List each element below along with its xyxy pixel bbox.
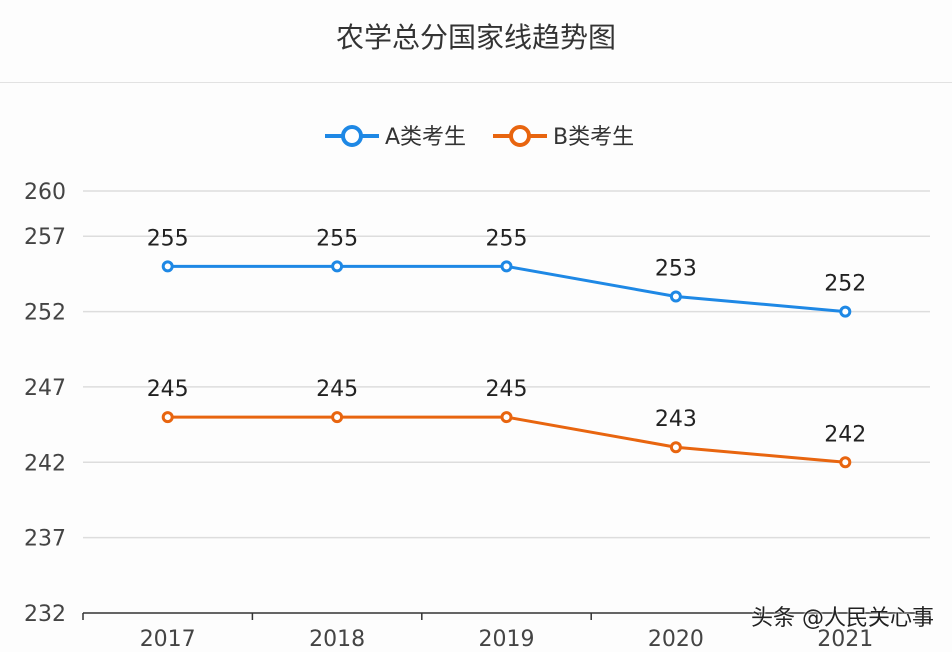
- legend-marker: [341, 125, 363, 147]
- data-point: [669, 441, 682, 454]
- data-point: [839, 305, 852, 318]
- data-point: [331, 411, 344, 424]
- y-tick-label: 257: [24, 225, 66, 250]
- data-label: 255: [316, 226, 358, 251]
- y-tick-label: 242: [24, 451, 66, 476]
- series-line: [167, 415, 846, 464]
- legend-label: B类考生: [553, 125, 634, 150]
- data-label: 255: [147, 226, 189, 251]
- data-point: [669, 290, 682, 303]
- data-point: [161, 411, 174, 424]
- data-label: 252: [824, 272, 866, 297]
- data-label: 245: [316, 377, 358, 402]
- data-point: [500, 411, 513, 424]
- data-label: 242: [824, 422, 866, 447]
- title-divider: [0, 82, 952, 83]
- y-tick-label: 260: [24, 180, 66, 205]
- watermark: 头条 @人民关心事: [751, 606, 934, 631]
- x-tick-label: 2017: [140, 627, 196, 652]
- data-point: [331, 260, 344, 273]
- y-tick-label: 247: [24, 376, 66, 401]
- data-label: 253: [655, 257, 697, 282]
- data-point: [161, 260, 174, 273]
- data-point: [500, 260, 513, 273]
- data-point: [839, 456, 852, 469]
- x-tick-label: 2018: [309, 627, 365, 652]
- data-label: 243: [655, 407, 697, 432]
- x-tick-label: 2019: [479, 627, 535, 652]
- x-tick-label: 2020: [648, 627, 704, 652]
- y-tick-label: 252: [24, 301, 66, 326]
- legend-marker: [509, 125, 531, 147]
- chart-title: 农学总分国家线趋势图: [335, 21, 616, 54]
- x-tick-label: 2021: [817, 627, 873, 652]
- series-line: [167, 264, 846, 314]
- y-tick-label: 232: [24, 602, 66, 627]
- y-tick-label: 237: [24, 527, 66, 552]
- data-label: 245: [147, 377, 189, 402]
- legend-label: A类考生: [385, 125, 466, 150]
- data-label: 255: [486, 226, 528, 251]
- data-label: 245: [486, 377, 528, 402]
